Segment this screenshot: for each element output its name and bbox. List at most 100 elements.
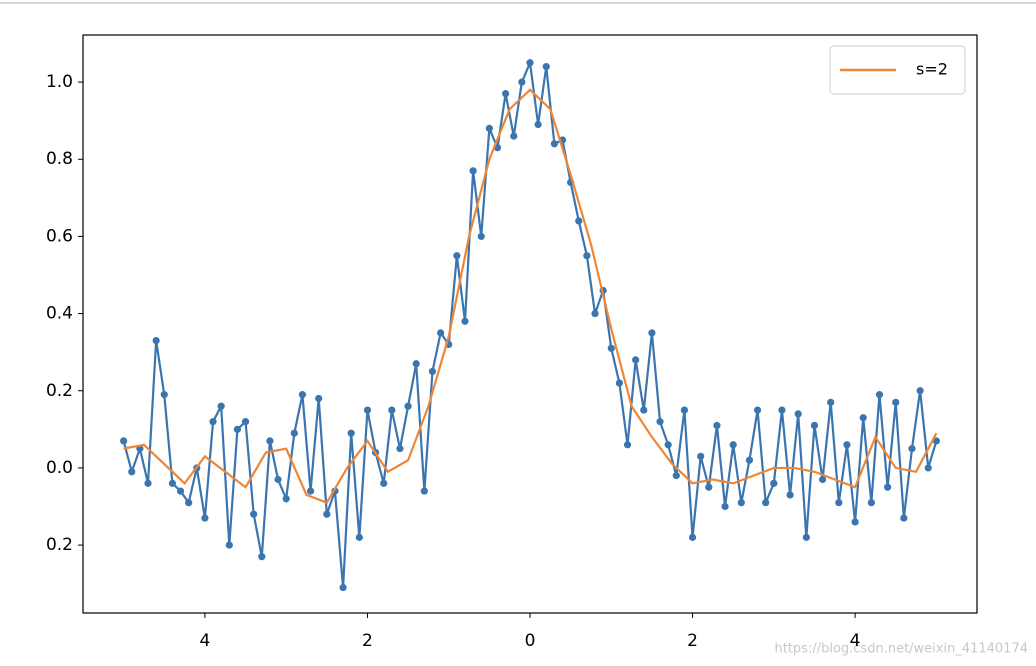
- data-point: [924, 464, 932, 472]
- data-point: [477, 232, 485, 241]
- data-point: [664, 441, 672, 449]
- data-point: [818, 475, 827, 484]
- y-tick-label: 0.0: [46, 458, 73, 478]
- data-point: [672, 472, 680, 480]
- data-point: [778, 406, 786, 414]
- data-point: [282, 495, 290, 503]
- data-point: [217, 402, 225, 410]
- data-point: [583, 252, 591, 260]
- data-point: [168, 479, 176, 487]
- data-point: [120, 437, 128, 445]
- data-point: [770, 479, 778, 487]
- data-point: [786, 491, 794, 499]
- data-point: [648, 329, 656, 337]
- data-point: [355, 533, 363, 541]
- data-point: [274, 475, 282, 484]
- x-tick-label: 2: [362, 631, 373, 651]
- data-point: [241, 418, 250, 426]
- data-point: [892, 398, 900, 406]
- data-point: [810, 421, 819, 430]
- data-point: [290, 429, 298, 437]
- data-point: [688, 533, 697, 541]
- data-point: [526, 59, 534, 67]
- y-tick-label: 0.8: [46, 149, 73, 169]
- data-point: [420, 487, 428, 495]
- y-tick-label: 1.0: [46, 72, 73, 92]
- legend-label: s=2: [916, 60, 948, 79]
- data-point: [843, 441, 851, 449]
- data-point: [266, 437, 274, 445]
- data-point: [680, 406, 689, 414]
- watermark: https://blog.csdn.net/weixin_41140174: [774, 642, 1028, 657]
- data-point: [697, 452, 705, 460]
- data-point: [502, 90, 510, 98]
- x-tick-label: 4: [850, 631, 861, 651]
- data-point: [591, 309, 599, 318]
- data-point: [542, 63, 550, 71]
- data-point: [575, 217, 583, 225]
- data-point: [396, 445, 404, 453]
- y-tick-label: 0.6: [46, 226, 73, 246]
- x-tick-label: 0: [525, 631, 536, 651]
- y-tick-label: 0.2: [46, 381, 73, 401]
- data-point: [306, 487, 315, 495]
- data-point: [380, 479, 388, 487]
- data-point: [339, 583, 347, 592]
- data-point: [298, 391, 307, 399]
- data-point: [721, 502, 729, 511]
- data-point: [705, 483, 713, 491]
- data-point: [510, 132, 518, 140]
- data-point: [404, 402, 412, 410]
- plot-frame: [82, 34, 978, 614]
- data-point: [632, 356, 640, 364]
- data-point: [250, 510, 258, 518]
- x-tick-label: 2: [687, 631, 698, 651]
- data-point: [607, 344, 615, 352]
- data-point: [713, 421, 721, 430]
- data-point: [412, 360, 420, 368]
- data-point: [656, 418, 664, 426]
- data-point: [388, 406, 396, 414]
- data-point: [851, 518, 859, 526]
- data-point: [461, 317, 469, 325]
- legend-box: [829, 45, 966, 95]
- data-point: [201, 514, 209, 522]
- data-point: [485, 124, 493, 132]
- data-point: [932, 437, 940, 445]
- x-tick-label: 4: [199, 631, 210, 651]
- data-point: [737, 499, 745, 507]
- data-point: [753, 406, 762, 414]
- data-point: [233, 425, 242, 433]
- data-point: [835, 499, 843, 507]
- data-point: [762, 499, 770, 507]
- data-point: [128, 468, 136, 476]
- data-point: [867, 499, 875, 507]
- data-point: [827, 398, 835, 406]
- data-point: [258, 553, 266, 561]
- data-point: [640, 406, 648, 414]
- data-point: [550, 140, 558, 148]
- data-point: [859, 414, 867, 422]
- data-point: [534, 120, 542, 129]
- data-point: [144, 479, 152, 487]
- data-point: [185, 499, 193, 507]
- data-point: [315, 394, 323, 403]
- data-point: [152, 336, 160, 345]
- data-point: [623, 441, 632, 449]
- data-point: [363, 406, 372, 414]
- data-point: [437, 329, 445, 337]
- data-point: [347, 429, 355, 437]
- data-point: [745, 456, 754, 464]
- data-point: [884, 483, 892, 491]
- data-point: [453, 252, 461, 260]
- data-point: [615, 379, 624, 387]
- data-point: [802, 533, 810, 541]
- data-point: [323, 510, 331, 518]
- data-point: [900, 514, 908, 522]
- data-point: [469, 167, 477, 175]
- series-line: [123, 88, 938, 505]
- data-point: [160, 391, 168, 399]
- data-point: [428, 367, 437, 376]
- data-point: [875, 391, 884, 399]
